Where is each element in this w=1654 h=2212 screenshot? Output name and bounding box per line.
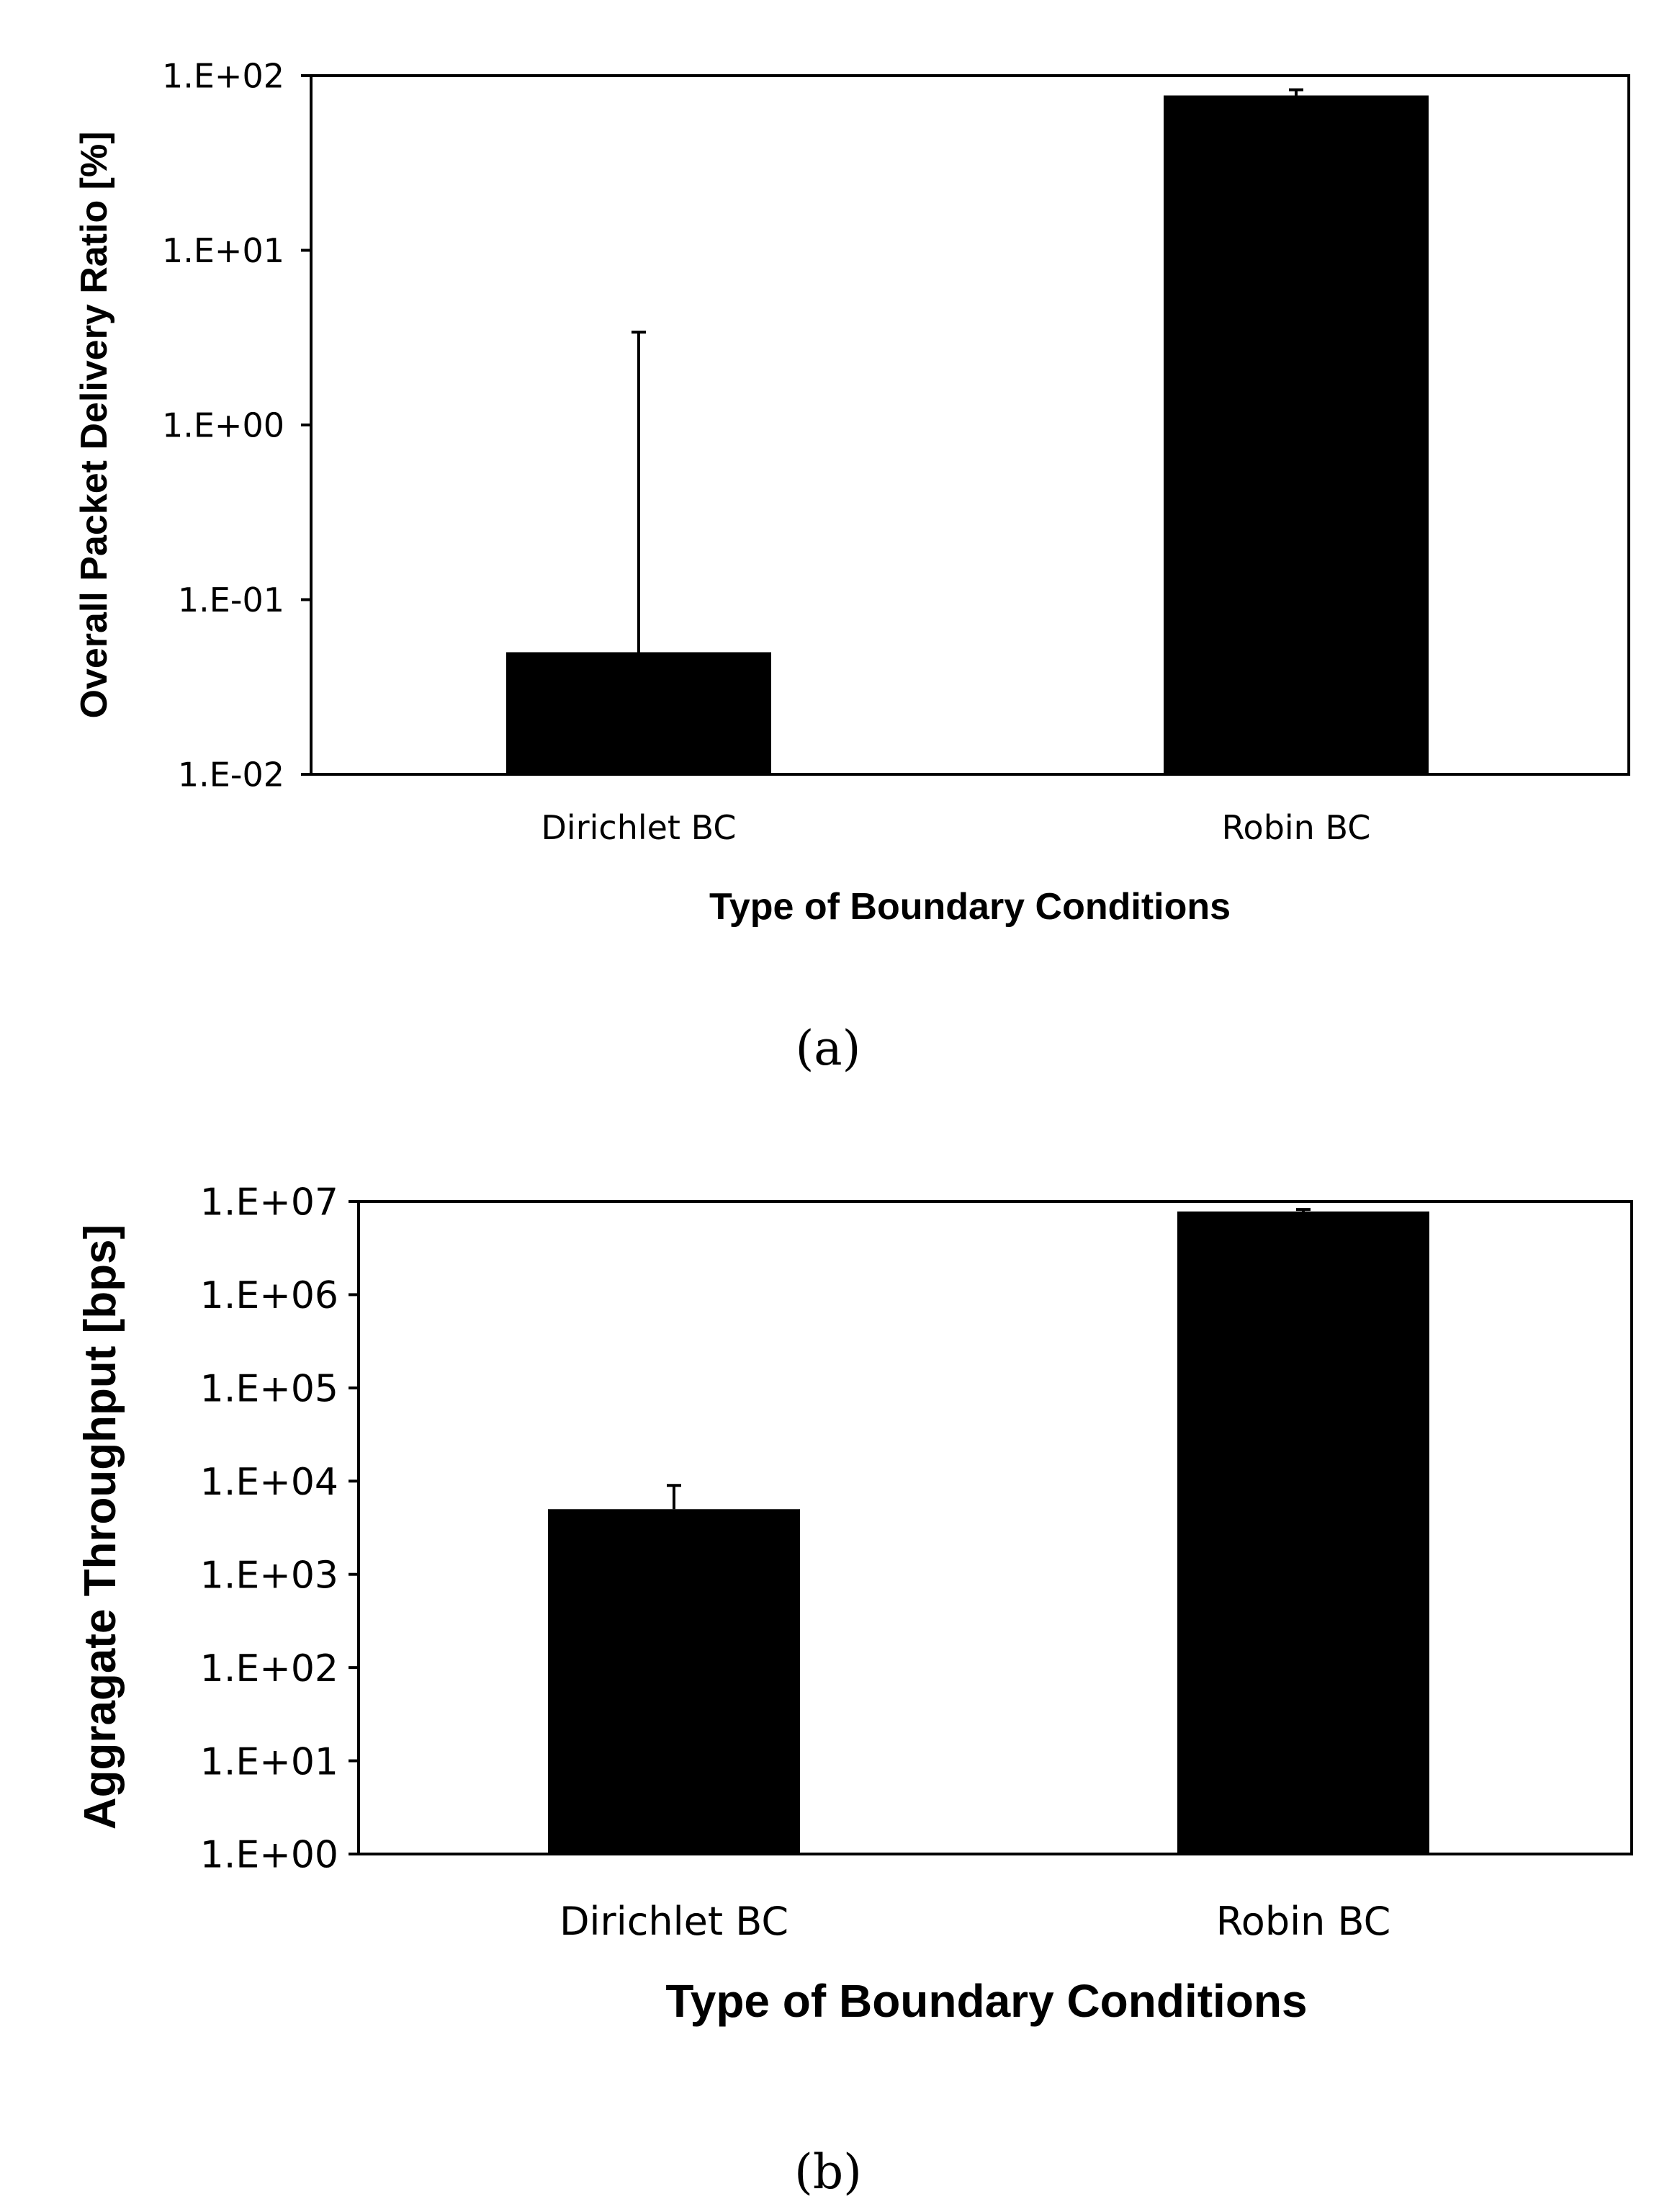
panel-a-y-tick-label: 1.E+01 (162, 231, 284, 270)
panel-a-bars (506, 88, 1429, 774)
panel-b-y-tick-label: 1.E+07 (200, 1181, 338, 1224)
panel-b-y-tick-label: 1.E+05 (200, 1368, 338, 1411)
panel-b-y-tick-label: 1.E+00 (200, 1834, 338, 1877)
panel-a-x-tick-label: Robin BC (1222, 808, 1371, 847)
panel-a-bar-robin-bc (1164, 95, 1429, 774)
panel-a-y-tick-label: 1.E+00 (162, 406, 284, 445)
panel-b-y-tick-label: 1.E+01 (200, 1740, 338, 1783)
panel-b-caption: (b) (794, 2144, 862, 2200)
panel-a-y-ticks: 1.E-02 1.E-01 1.E+00 1.E+01 1.E+02 (162, 57, 311, 794)
panel-b-y-tick-label: 1.E+02 (200, 1647, 338, 1691)
panel-a-x-ticks: Dirichlet BC Robin BC (541, 808, 1371, 847)
panel-b-bar-dirichlet-bc (548, 1509, 800, 1854)
panel-a-bar-dirichlet-bc (506, 652, 771, 774)
panel-a: 1.E-02 1.E-01 1.E+00 1.E+01 1.E+02 Dirichlet… (73, 57, 1630, 1076)
panel-b-x-ticks: Dirichlet BC Robin BC (559, 1899, 1390, 1944)
panel-a-y-axis-title: Overall Packet Delivery Ratio [%] (73, 131, 115, 718)
panel-b-y-tick-label: 1.E+04 (200, 1461, 338, 1504)
panel-b-bars (548, 1208, 1429, 1854)
panel-b-bar-robin-bc (1177, 1211, 1429, 1854)
panel-b: 1.E+00 1.E+01 1.E+02 1.E+03 1.E+04 1.E+05 1.E+… (76, 1181, 1633, 2200)
panel-b-x-tick-label: Robin BC (1216, 1899, 1391, 1944)
panel-a-x-tick-label: Dirichlet BC (541, 808, 737, 847)
panel-b-x-tick-label: Dirichlet BC (559, 1899, 788, 1944)
panel-a-y-tick-label: 1.E-02 (178, 756, 284, 794)
panel-b-y-tick-label: 1.E+06 (200, 1274, 338, 1317)
panel-a-x-axis-title: Type of Boundary Conditions (709, 886, 1231, 928)
panel-a-caption: (a) (796, 1021, 861, 1076)
panel-b-y-tick-label: 1.E+03 (200, 1554, 338, 1597)
panel-b-frame (357, 1200, 1633, 1855)
panel-a-y-tick-label: 1.E+02 (162, 57, 284, 96)
panel-b-y-axis-title: Aggragate Throughput [bps] (76, 1224, 125, 1830)
panel-a-y-tick-label: 1.E-01 (178, 581, 284, 619)
panel-b-y-ticks: 1.E+00 1.E+01 1.E+02 1.E+03 1.E+04 1.E+05 1.E+… (200, 1181, 359, 1877)
panel-b-x-axis-title: Type of Boundary Conditions (665, 1975, 1307, 2027)
